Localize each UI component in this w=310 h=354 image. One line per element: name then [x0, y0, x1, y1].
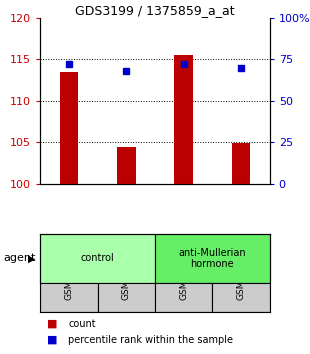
Text: ■: ■	[46, 319, 57, 329]
Text: percentile rank within the sample: percentile rank within the sample	[68, 335, 233, 345]
Bar	[175, 55, 193, 184]
Text: GSM266747: GSM266747	[64, 245, 73, 300]
Text: GSM266748: GSM266748	[122, 245, 131, 300]
Text: count: count	[68, 319, 96, 329]
Text: agent: agent	[3, 253, 35, 263]
Bar	[155, 234, 212, 312]
Title: GDS3199 / 1375859_a_at: GDS3199 / 1375859_a_at	[75, 4, 235, 17]
Text: ■: ■	[46, 335, 57, 345]
Text: ▶: ▶	[28, 253, 35, 263]
Bar	[232, 143, 250, 184]
Text: control: control	[81, 253, 114, 263]
Bar	[60, 72, 78, 184]
Text: GSM266749: GSM266749	[179, 245, 188, 300]
Text: GSM266750: GSM266750	[237, 245, 246, 300]
Bar	[40, 234, 98, 312]
Text: anti-Mullerian
hormone: anti-Mullerian hormone	[179, 247, 246, 269]
Bar	[117, 147, 135, 184]
Bar	[40, 234, 155, 283]
Bar	[98, 234, 155, 312]
Bar	[212, 234, 270, 312]
Bar	[155, 234, 270, 283]
